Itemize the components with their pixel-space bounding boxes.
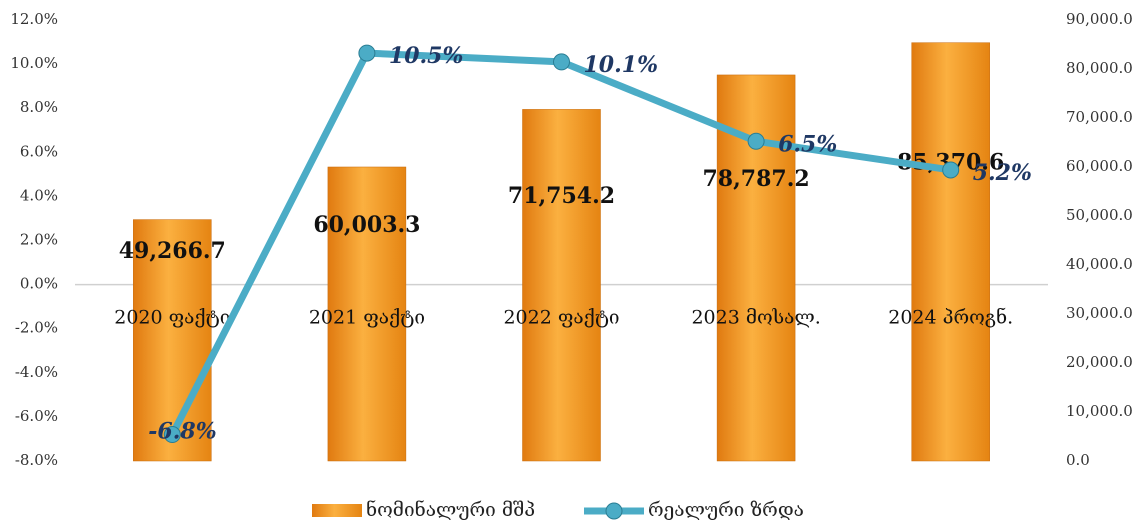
x-tick-label: 2020 ფაქტი [114, 307, 230, 329]
y-tick-label: 6.0% [20, 142, 58, 160]
bar-value-label: 78,787.2 [703, 166, 810, 192]
y2-tick-label: 50,000.0 [1066, 206, 1133, 224]
legend-swatch [312, 504, 362, 517]
line-marker [358, 44, 376, 62]
y2-tick-label: 20,000.0 [1066, 353, 1133, 371]
line-marker [942, 161, 960, 179]
y-tick-label: 10.0% [10, 54, 58, 72]
y2-tick-label: 10,000.0 [1066, 402, 1133, 420]
x-tick-label: 2023 მოსალ. [691, 307, 820, 329]
x-tick-label: 2021 ფაქტი [309, 307, 425, 329]
line-marker [163, 426, 181, 444]
y-tick-label: 12.0% [10, 10, 58, 28]
y2-tick-label: 90,000.0 [1066, 10, 1133, 28]
line-marker [747, 132, 765, 150]
y2-tick-label: 70,000.0 [1066, 108, 1133, 126]
bar [522, 109, 601, 462]
line-value-label: 5.2% [973, 160, 1032, 186]
line-value-label: 10.5% [389, 43, 464, 69]
y2-tick-label: 0.0 [1066, 451, 1090, 469]
line-value-label: 6.5% [778, 131, 837, 157]
y-tick-label: -6.0% [15, 407, 58, 425]
legend-label: რეალური ზრდა [648, 499, 804, 521]
bar [327, 166, 407, 462]
y-tick-label: -4.0% [15, 363, 58, 381]
bar [911, 42, 990, 462]
x-tick-label: 2024 პროგნ. [888, 307, 1013, 329]
x-tick-label: 2022 ფაქტი [503, 307, 619, 329]
y2-tick-label: 40,000.0 [1066, 255, 1133, 273]
y2-tick-label: 80,000.0 [1066, 59, 1133, 77]
y-tick-label: 4.0% [20, 186, 58, 204]
y-tick-label: 0.0% [20, 275, 58, 293]
y2-tick-label: 30,000.0 [1066, 304, 1133, 322]
y2-tick-label: 60,000.0 [1066, 157, 1133, 175]
y-tick-label: -8.0% [15, 451, 58, 469]
bar-value-label: 60,003.3 [313, 212, 420, 238]
bar [133, 219, 212, 462]
bar-value-label: 71,754.2 [508, 183, 615, 209]
line-value-label: 10.1% [584, 52, 659, 78]
y-tick-label: 8.0% [20, 98, 58, 116]
legend-marker [605, 502, 623, 520]
line-marker [553, 53, 570, 71]
bar-value-label: 49,266.7 [119, 238, 226, 264]
line-value-label: -6.8% [148, 419, 216, 445]
y-tick-label: 2.0% [20, 231, 58, 249]
legend-label: ნომინალური მშპ [366, 499, 535, 521]
y-tick-label: -2.0% [15, 319, 58, 337]
